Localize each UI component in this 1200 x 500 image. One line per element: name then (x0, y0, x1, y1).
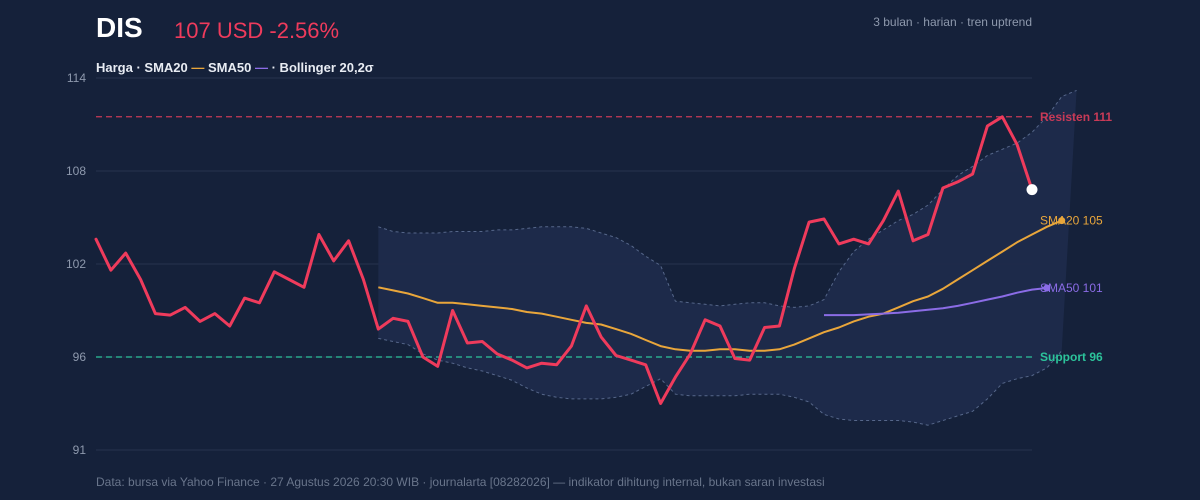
y-tick-label: 114 (67, 71, 86, 85)
sma20-end-label: SMA20 105 (1040, 214, 1103, 228)
y-tick-label: 108 (66, 164, 86, 178)
y-tick-label: 96 (73, 350, 87, 364)
y-tick-label: 91 (73, 443, 87, 457)
sma20-line (378, 219, 1063, 352)
legend-sma50-dash: — (254, 60, 268, 75)
bollinger-upper-line (378, 89, 1077, 308)
legend: Harga · SMA20 — SMA50 — · Bollinger 20,2… (96, 60, 374, 76)
legend-sma50: SMA50 (208, 60, 252, 75)
ticker-symbol: DIS (96, 12, 143, 43)
sma20-end-marker (1058, 217, 1066, 225)
price-line (94, 115, 1034, 405)
resistance-label: Resisten 111 (1040, 110, 1112, 124)
last-price-marker (1026, 184, 1038, 196)
sma50-end-marker (1043, 284, 1051, 292)
chart-meta: 3 bulan · harian · tren uptrend (873, 15, 1032, 29)
legend-price-sma20: Harga · SMA20 (96, 60, 188, 75)
price-quote: 107 USD -2.56% (174, 18, 340, 43)
sma50-end-label: SMA50 101 (1040, 281, 1103, 295)
bollinger-band-fill (378, 90, 1077, 426)
footer-note: Data: bursa via Yahoo Finance · 27 Agust… (96, 475, 825, 489)
legend-bollinger: · Bollinger 20,2σ (271, 60, 374, 75)
y-tick-label: 102 (66, 257, 86, 271)
sma50-line (824, 287, 1048, 317)
bollinger-lower-line (378, 337, 1063, 426)
support-label: Support 96 (1040, 350, 1103, 364)
legend-sma20-dash: — (191, 60, 205, 75)
